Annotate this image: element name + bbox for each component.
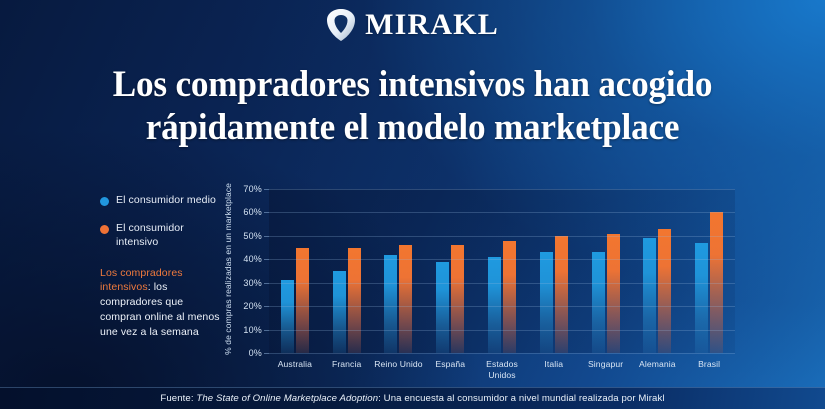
bar-group: [476, 189, 528, 353]
bar: [695, 242, 709, 353]
gridline: [269, 306, 735, 308]
legend-item-consumidor-intensivo: El consumidor intensivo: [100, 222, 225, 250]
y-axis-tick-label: 60%: [243, 207, 262, 218]
legend-label-consumidor-intensivo: El consumidor intensivo: [116, 221, 184, 248]
source-footer: Fuente: The State of Online Marketplace …: [0, 387, 825, 409]
brand-header: MIRAKL: [0, 8, 825, 42]
page-title-line-1: Los compradores intensivos han acogido: [112, 64, 713, 105]
bar-group: [321, 189, 373, 353]
bar-group: [528, 189, 580, 353]
bar-group: [269, 189, 321, 353]
bar: [554, 235, 568, 353]
y-axis-tick-label: 20%: [243, 301, 262, 312]
definition-note: Los compradores intensivos: los comprado…: [100, 266, 225, 341]
bar-group: [424, 189, 476, 353]
y-axis-tick-mark: [264, 306, 269, 308]
gridline: [269, 212, 735, 214]
bar-groups: [269, 189, 735, 353]
x-axis-label: Reino Unido: [374, 359, 423, 369]
definition-note-highlight: Los compradores intensivos: [100, 266, 183, 294]
y-axis-tick-mark: [264, 235, 269, 237]
source-footer-text: Fuente: The State of Online Marketplace …: [160, 393, 664, 404]
y-axis-tick-label: 50%: [243, 230, 262, 241]
plot-area: 70% 60% 50% 40% 30% 20% 10% 0%: [243, 184, 735, 358]
gridline: [269, 189, 735, 190]
brand-name: MIRAKL: [365, 8, 499, 41]
bar: [347, 247, 361, 353]
y-axis-tick-label: 0%: [248, 348, 262, 358]
bar: [710, 212, 724, 353]
bar: [384, 254, 398, 353]
x-axis-labels: Australia Francia Reino Unido España Estados…: [269, 359, 735, 381]
y-axis-tick-mark: [264, 282, 269, 284]
bar-group: [580, 189, 632, 353]
gridline: [269, 282, 735, 284]
definition-note-rest: : los compradores que compran online al …: [100, 281, 220, 339]
bar: [591, 252, 605, 353]
bar-group: [631, 189, 683, 353]
bar-chart: % de compras realizadas en un marketplac…: [223, 183, 753, 383]
mirakl-shield-icon: [326, 8, 356, 42]
bar: [280, 280, 294, 353]
bar: [399, 245, 413, 353]
bar: [658, 228, 672, 353]
source-prefix: Fuente:: [160, 393, 197, 404]
legend-item-consumidor-medio: El consumidor medio: [100, 194, 225, 208]
bar-group: [683, 189, 735, 353]
bar: [488, 256, 502, 353]
x-axis-label: Estados Unidos: [486, 359, 518, 381]
x-axis-label: Alemania: [639, 359, 676, 369]
bar: [606, 233, 620, 353]
gridline: [269, 353, 735, 354]
blue-dot-icon: [100, 197, 109, 206]
y-axis-tick-label: 30%: [243, 277, 262, 288]
bar: [539, 252, 553, 353]
gridline: [269, 259, 735, 261]
bar: [332, 271, 346, 353]
source-suffix: : Una encuesta al consumidor a nivel mun…: [378, 393, 665, 404]
x-axis-label: Francia: [331, 359, 362, 369]
bar: [451, 245, 465, 353]
x-axis-label: España: [435, 359, 466, 369]
y-axis-tick-mark: [264, 212, 269, 214]
x-axis-label: Brasil: [698, 359, 721, 369]
chart-legend-panel: El consumidor medio El consumidor intens…: [100, 194, 225, 340]
y-axis-tick-label: 10%: [243, 324, 262, 335]
y-axis-tick-mark: [264, 329, 269, 331]
page-title-line-2: rápidamente el modelo marketplace: [145, 106, 680, 148]
y-axis-tick-mark: [264, 189, 269, 190]
y-axis-title-text: % de compras realizadas en un marketplac…: [223, 183, 233, 355]
bar: [436, 261, 450, 353]
source-title: The State of Online Marketplace Adoption: [196, 393, 379, 404]
bar: [503, 240, 517, 353]
page-title: Los compradores intensivos han acogido r…: [21, 64, 805, 150]
bar: [295, 247, 309, 353]
x-axis-label: Italia: [544, 359, 564, 369]
x-axis-label: Singapur: [587, 359, 624, 369]
gridline: [269, 235, 735, 237]
y-axis-tick-mark: [264, 353, 269, 354]
y-axis-tick-mark: [264, 259, 269, 261]
gridline: [269, 329, 735, 331]
legend-label-consumidor-medio: El consumidor medio: [116, 194, 216, 206]
bar: [643, 238, 657, 353]
y-axis-title: % de compras realizadas en un marketplac…: [221, 183, 235, 355]
bar-group: [373, 189, 425, 353]
y-axis-tick-label: 70%: [243, 184, 262, 194]
y-axis-tick-label: 40%: [243, 254, 262, 265]
orange-dot-icon: [100, 224, 109, 234]
x-axis-label: Australia: [277, 359, 313, 369]
